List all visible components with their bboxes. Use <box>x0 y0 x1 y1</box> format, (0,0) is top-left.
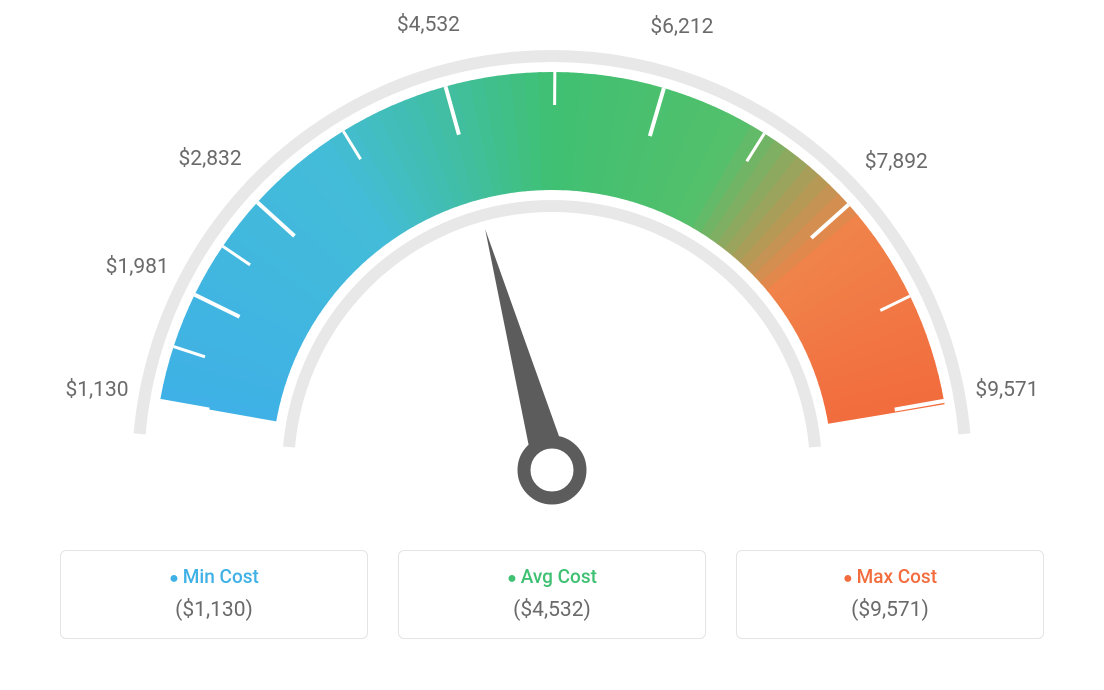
gauge-tick-label: $1,130 <box>65 378 128 402</box>
legend-value-max: ($9,571) <box>747 598 1033 622</box>
gauge-tick-label: $4,532 <box>397 13 460 37</box>
legend-value-avg: ($4,532) <box>409 598 695 622</box>
legend-row: Min Cost ($1,130) Avg Cost ($4,532) Max … <box>0 540 1104 639</box>
gauge-tick-label: $1,981 <box>106 255 169 279</box>
gauge-tick-label: $7,892 <box>865 150 928 174</box>
legend-title-avg: Avg Cost <box>409 565 695 588</box>
legend-card-min: Min Cost ($1,130) <box>60 550 368 639</box>
legend-value-min: ($1,130) <box>71 598 357 622</box>
legend-card-avg: Avg Cost ($4,532) <box>398 550 706 639</box>
legend-card-max: Max Cost ($9,571) <box>736 550 1044 639</box>
gauge-tick-label: $6,212 <box>650 15 713 39</box>
legend-title-max: Max Cost <box>747 565 1033 588</box>
legend-title-min: Min Cost <box>71 565 357 588</box>
gauge-tick-label: $9,571 <box>975 378 1038 402</box>
gauge-tick-label: $2,832 <box>179 147 242 171</box>
cost-gauge: $1,130 $1,981 $2,832 $4,532 $6,212 $7,892 $9,5… <box>0 0 1104 540</box>
